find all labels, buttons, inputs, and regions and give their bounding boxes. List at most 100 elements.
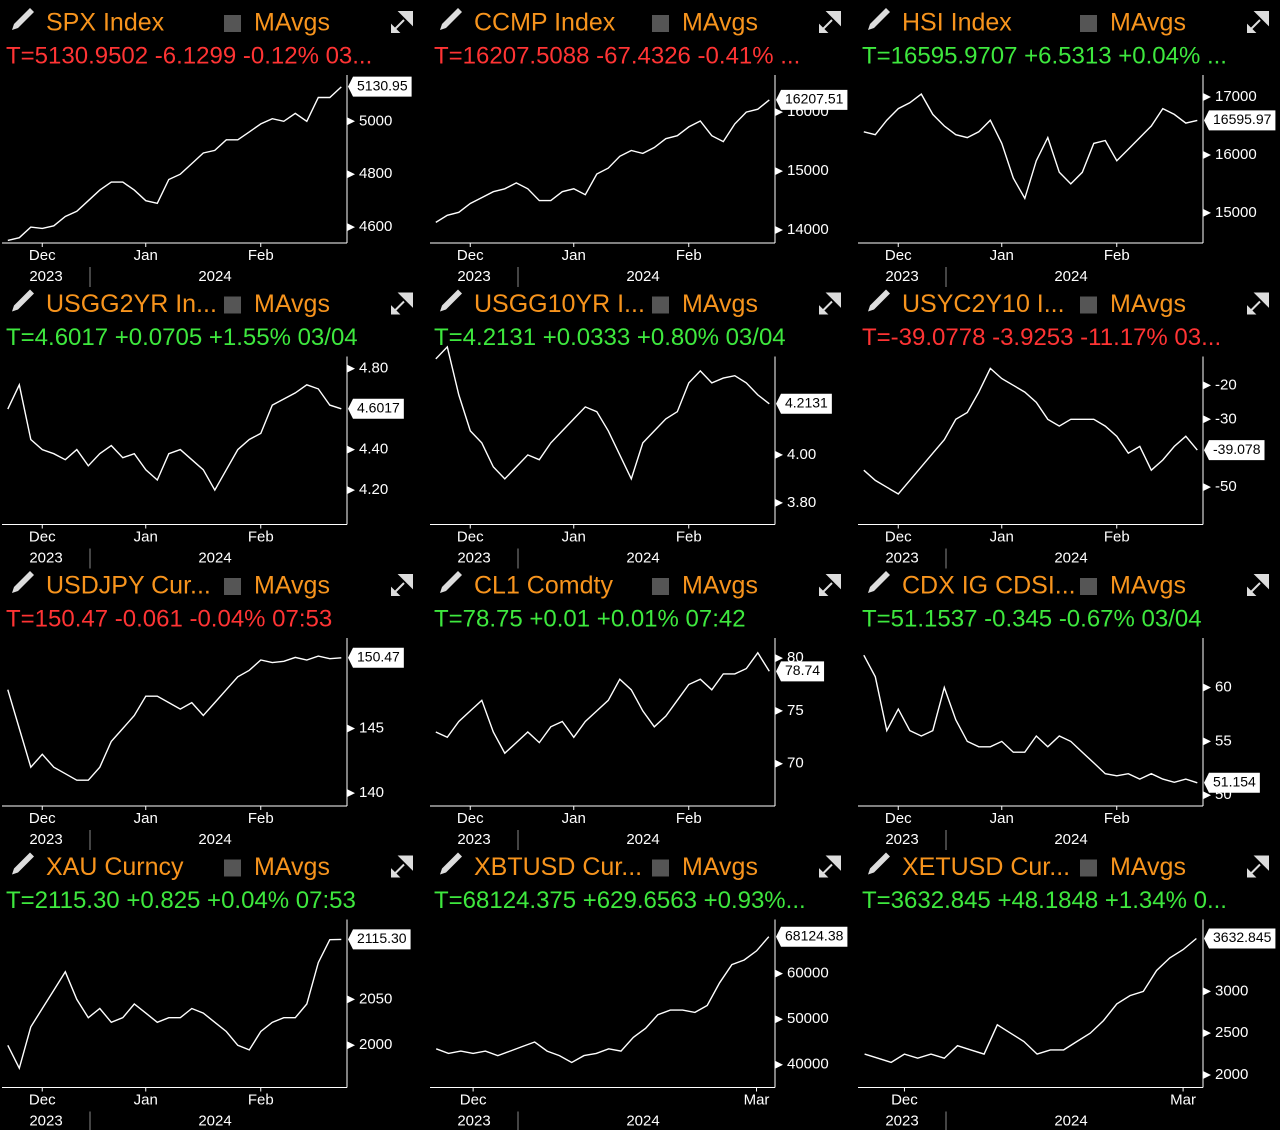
overlay-checkbox[interactable]: [224, 15, 241, 32]
y-tick: [1203, 483, 1211, 492]
last-value-tag: 4.6017: [348, 398, 404, 419]
y-tick-label: 140: [359, 784, 384, 801]
x-tick-label: Feb: [1104, 810, 1130, 827]
overlay-label: MAvgs: [254, 572, 330, 600]
tag-label: 3632.845: [1213, 929, 1272, 945]
y-tick-label: 55: [1215, 732, 1232, 749]
y-tick: [347, 223, 355, 232]
year-label: 2023: [457, 831, 490, 848]
last-value-tag: 68124.38: [776, 926, 848, 947]
x-tick-label: Mar: [744, 1091, 770, 1108]
quote-line: T=16595.9707 +6.5313 +0.04% ...: [862, 42, 1227, 69]
chart-panel: USGG2YR In... MAvgs T=4.6017 +0.0705 +1.55…: [2, 289, 413, 569]
x-tick-label: Dec: [885, 247, 912, 264]
tag-box: [348, 647, 404, 668]
expand-icon[interactable]: [391, 292, 413, 315]
chart-panel: USYC2Y10 I... MAvgs T=-39.0778 -3.9253 -11…: [858, 289, 1269, 569]
x-tick-label: Jan: [134, 810, 158, 827]
expand-icon[interactable]: [819, 292, 841, 315]
expand-icon[interactable]: [391, 855, 413, 878]
y-tick-label: -50: [1215, 478, 1237, 495]
expand-icon[interactable]: [1247, 855, 1269, 878]
y-tick-label: 4.20: [359, 481, 388, 498]
year-label: 2023: [457, 1112, 490, 1129]
y-tick-label: 3000: [1215, 982, 1248, 999]
tag-box: [776, 89, 848, 110]
y-tick: [1203, 737, 1211, 746]
pencil-icon: [440, 289, 462, 312]
y-tick: [775, 759, 783, 768]
year-label: 2024: [626, 1112, 659, 1129]
expand-icon[interactable]: [1247, 574, 1269, 596]
overlay-label: MAvgs: [254, 290, 330, 318]
pencil-icon: [868, 571, 890, 593]
y-tick: [347, 445, 355, 454]
overlay-label: MAvgs: [254, 853, 330, 881]
x-tick-label: Dec: [29, 528, 56, 545]
overlay-label: MAvgs: [1110, 572, 1186, 600]
x-tick-label: Dec: [457, 810, 484, 827]
tag-box: [1204, 110, 1276, 131]
y-tick: [347, 364, 355, 373]
overlay-checkbox[interactable]: [652, 859, 669, 877]
overlay-checkbox[interactable]: [224, 296, 241, 314]
overlay-checkbox[interactable]: [652, 15, 669, 32]
expand-icon[interactable]: [391, 574, 413, 596]
chart-panel: USDJPY Cur... MAvgs T=150.47 -0.061 -0.04%…: [2, 571, 413, 850]
quote-line: T=68124.375 +629.6563 +0.93%...: [434, 887, 806, 914]
last-value-tag: 51.154: [1204, 772, 1260, 793]
x-tick-label: Dec: [457, 528, 484, 545]
overlay-label: MAvgs: [682, 9, 758, 37]
x-tick-label: Mar: [1170, 1091, 1196, 1108]
chart-title: USGG2YR In...: [46, 290, 217, 318]
tag-box: [348, 398, 404, 419]
y-tick: [775, 108, 783, 117]
overlay-checkbox[interactable]: [1080, 578, 1097, 595]
y-tick-label: 4600: [359, 218, 392, 235]
y-tick: [347, 170, 355, 179]
y-tick-label: 75: [787, 702, 804, 719]
overlay-checkbox[interactable]: [224, 859, 241, 877]
tag-label: 4.2131: [785, 394, 828, 410]
expand-icon[interactable]: [1247, 292, 1269, 315]
expand-icon[interactable]: [391, 11, 413, 33]
overlay-label: MAvgs: [682, 853, 758, 881]
overlay-checkbox[interactable]: [1080, 15, 1097, 32]
pencil-icon: [12, 852, 34, 875]
tag-label: 5130.95: [357, 77, 408, 93]
year-label: 2023: [885, 831, 918, 848]
y-tick: [1203, 208, 1211, 217]
chart-panel: USGG10YR I... MAvgs T=4.2131 +0.0333 +0.80…: [430, 289, 841, 569]
expand-icon[interactable]: [819, 574, 841, 596]
price-line: [7, 86, 342, 242]
expand-icon[interactable]: [1247, 11, 1269, 33]
pencil-icon: [440, 852, 462, 875]
x-tick-label: Jan: [134, 1091, 158, 1108]
expand-icon[interactable]: [819, 855, 841, 878]
overlay-checkbox[interactable]: [1080, 859, 1097, 877]
tag-box: [776, 926, 848, 947]
year-label: 2023: [29, 268, 62, 285]
chart-panel: XAU Curncy MAvgs T=2115.30 +0.825 +0.04% 0…: [2, 852, 413, 1130]
y-tick-label: 16000: [1215, 146, 1257, 163]
y-tick: [347, 789, 355, 798]
expand-icon[interactable]: [819, 11, 841, 33]
y-tick: [1203, 1070, 1211, 1079]
chart-title: USDJPY Cur...: [46, 572, 211, 600]
year-label: 2023: [885, 549, 918, 566]
year-label: 2024: [1054, 831, 1087, 848]
overlay-checkbox[interactable]: [224, 578, 241, 595]
price-line: [435, 651, 770, 755]
overlay-checkbox[interactable]: [652, 296, 669, 314]
pencil-icon: [12, 571, 34, 593]
year-label: 2023: [457, 268, 490, 285]
y-tick-label: 2000: [1215, 1066, 1248, 1083]
quote-line: T=2115.30 +0.825 +0.04% 07:53: [6, 887, 356, 914]
chart-panel: XBTUSD Cur... MAvgs T=68124.375 +629.6563 …: [430, 852, 848, 1130]
overlay-checkbox[interactable]: [1080, 296, 1097, 314]
overlay-checkbox[interactable]: [652, 578, 669, 595]
y-tick-label: 60: [1215, 679, 1232, 696]
tag-label: 4.6017: [357, 399, 400, 415]
x-tick-label: Dec: [29, 247, 56, 264]
